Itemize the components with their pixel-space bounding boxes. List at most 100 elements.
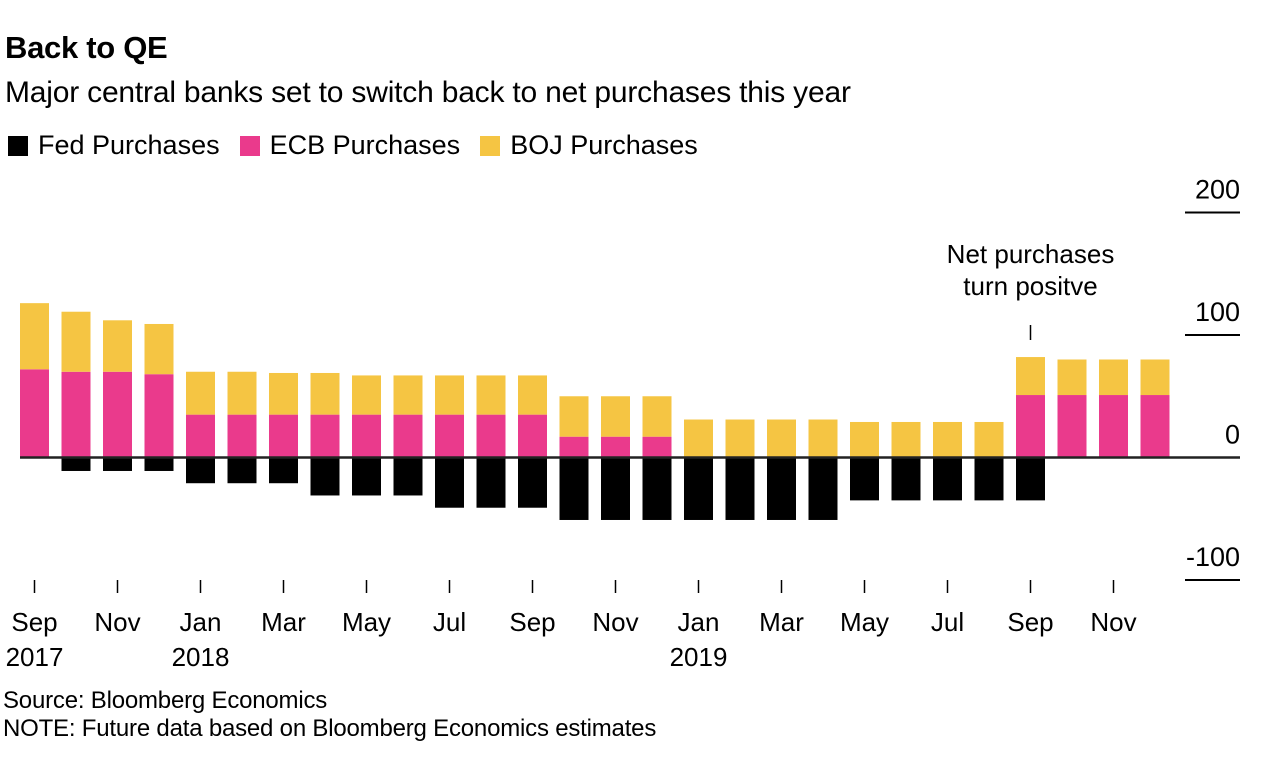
bar-fed	[352, 457, 381, 496]
bar-boj	[684, 419, 713, 458]
bar-ecb	[518, 414, 547, 458]
bar-ecb	[559, 436, 589, 458]
x-tick-label: Jul	[433, 607, 466, 637]
bar-boj	[601, 396, 630, 437]
bar-stack	[684, 419, 713, 520]
bar-fed	[891, 457, 921, 501]
x-tick-year-label: 2018	[172, 642, 230, 672]
bar-fed	[850, 457, 879, 501]
bar-boj	[435, 375, 464, 415]
bar-ecb	[352, 414, 381, 458]
bar-stack	[476, 375, 506, 508]
chart-title: Back to QE	[5, 30, 168, 65]
bar-boj	[352, 375, 381, 415]
bar-stack	[559, 396, 589, 520]
bar-ecb	[601, 436, 630, 458]
x-tick-label: Sep	[509, 607, 555, 637]
bar-stack	[186, 371, 215, 484]
bar-fed	[186, 457, 215, 484]
bar-ecb	[476, 414, 506, 458]
annotation-text: turn positve	[963, 271, 1097, 301]
bar-fed	[642, 457, 672, 520]
bar-fed	[435, 457, 464, 508]
bar-boj	[186, 371, 215, 415]
bar-ecb	[1057, 395, 1087, 458]
bar-ecb	[20, 369, 49, 458]
bar-fed	[601, 457, 630, 520]
bar-boj	[269, 372, 298, 415]
bar-boj	[103, 320, 132, 372]
bar-ecb	[269, 414, 298, 458]
y-axis: 200 100 0 -100	[20, 175, 1240, 581]
bar-boj	[393, 375, 423, 415]
x-tick-label: May	[342, 607, 391, 637]
legend-label-ecb: ECB Purchases	[269, 130, 461, 160]
legend-item-boj: BOJ Purchases	[480, 130, 698, 161]
chart-subtitle: Major central banks set to switch back t…	[5, 76, 851, 109]
bar-stack	[1057, 359, 1087, 458]
bar-ecb	[186, 414, 215, 458]
x-tick-label: Nov	[94, 607, 140, 637]
x-tick-label: Jul	[931, 607, 964, 637]
bar-stack	[933, 421, 962, 501]
bar-stack	[725, 419, 755, 520]
bar-stack	[393, 375, 423, 496]
bar-stack	[1140, 359, 1170, 458]
bar-boj	[476, 375, 506, 415]
bar-boj	[1099, 359, 1128, 396]
bar-stack	[269, 372, 298, 484]
bar-fed	[1016, 457, 1045, 501]
bar-boj	[144, 323, 174, 375]
bar-ecb	[144, 374, 174, 458]
bar-fed	[684, 457, 713, 520]
x-tick-label: Nov	[1090, 607, 1136, 637]
bar-stack	[974, 421, 1004, 501]
legend-label-boj: BOJ Purchases	[510, 130, 698, 160]
x-tick-year-label: 2017	[6, 642, 64, 672]
legend-swatch-ecb	[239, 135, 260, 156]
bar-boj	[808, 419, 838, 458]
x-axis: Sep 2017 Nov Jan 2018 Mar May Jul Sep Nov Jan 2019 M…	[6, 580, 1137, 672]
y-tick-label: 100	[1195, 297, 1240, 327]
bar-boj	[1140, 359, 1170, 396]
bar-stack	[310, 372, 340, 496]
bar-fed	[767, 457, 796, 520]
bar-fed	[227, 457, 257, 484]
bar-stack	[20, 303, 49, 458]
x-tick-label: Mar	[261, 607, 306, 637]
bar-boj	[227, 371, 257, 415]
legend-swatch-boj	[480, 135, 501, 156]
bar-stack	[808, 419, 838, 520]
bar-stack	[891, 421, 921, 501]
bar-stack	[850, 421, 879, 501]
bar-fed	[310, 457, 340, 496]
bar-stack	[642, 396, 672, 520]
bar-ecb	[1099, 395, 1128, 458]
bar-ecb	[435, 414, 464, 458]
bar-fed	[393, 457, 423, 496]
bar-stack	[1016, 357, 1045, 501]
x-tick-label: May	[840, 607, 889, 637]
x-tick-label: Jan	[678, 607, 720, 637]
x-tick-year-label: 2019	[670, 642, 728, 672]
bar-boj	[518, 375, 547, 415]
x-tick-label: Sep	[1007, 607, 1053, 637]
bar-boj	[891, 421, 921, 458]
bar-stack	[103, 320, 132, 471]
bar-boj	[850, 421, 879, 458]
bar-stack	[1099, 359, 1128, 458]
bar-fed	[103, 457, 132, 471]
y-tick-label: 0	[1225, 420, 1240, 450]
bars-group	[20, 303, 1170, 520]
footer: Source: Bloomberg Economics NOTE: Future…	[3, 687, 656, 743]
bar-stack	[227, 371, 257, 484]
legend: Fed Purchases ECB Purchases BOJ Purchase…	[8, 130, 718, 161]
bar-boj	[559, 396, 589, 437]
bar-ecb	[227, 414, 257, 458]
bar-boj	[61, 311, 91, 372]
bar-ecb	[103, 371, 132, 458]
bar-fed	[269, 457, 298, 484]
bar-fed	[144, 457, 174, 471]
